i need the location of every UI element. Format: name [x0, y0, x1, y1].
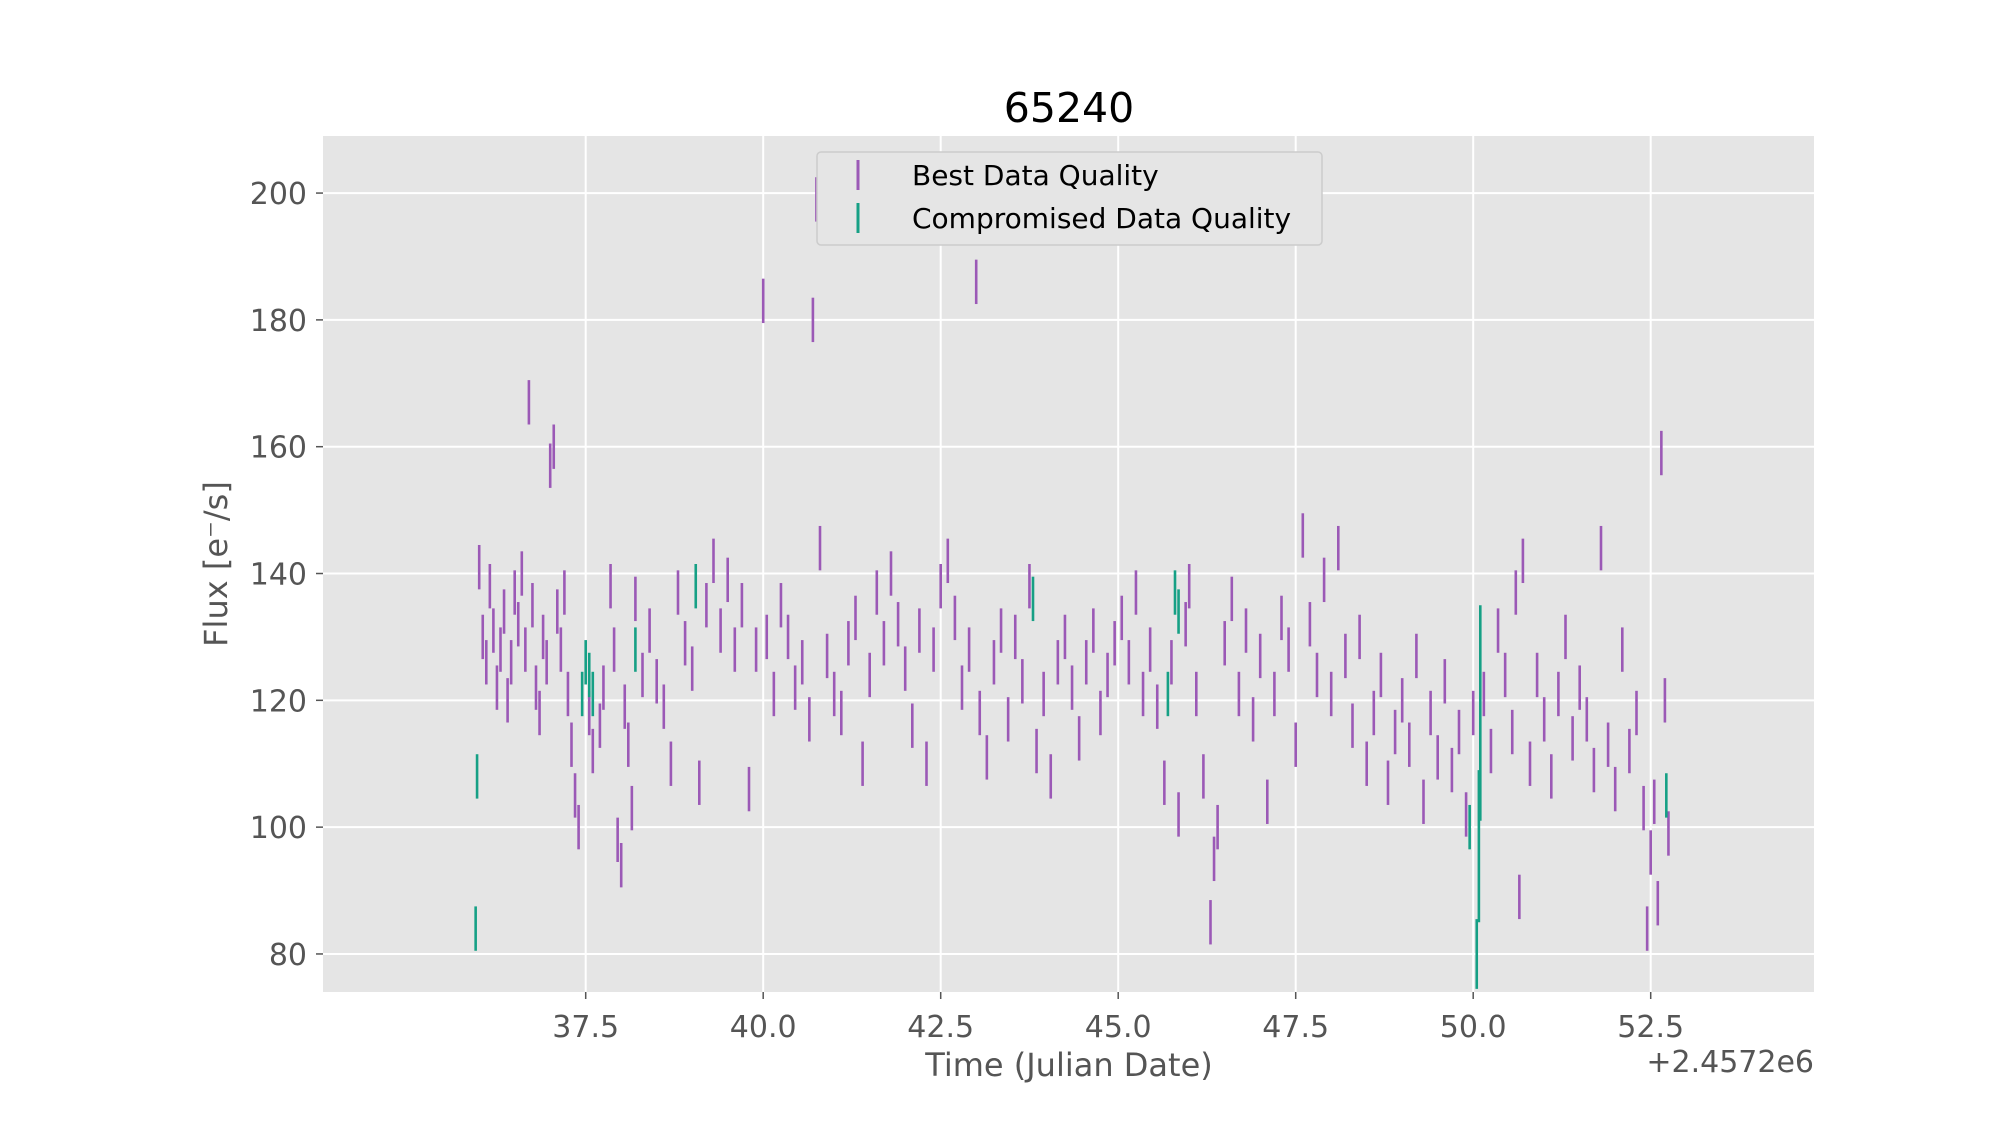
y-tick-label: 180 [250, 304, 307, 339]
x-tick-label: 50.0 [1440, 1010, 1507, 1045]
x-tick-label: 52.5 [1617, 1010, 1684, 1045]
data-series [474, 177, 1670, 989]
legend-label-compromised: Compromised Data Quality [912, 202, 1291, 235]
y-tick-label: 80 [269, 938, 307, 973]
legend: Best Data Quality Compromised Data Quali… [816, 151, 1323, 246]
x-tick-label: 45.0 [1085, 1010, 1152, 1045]
y-tick-label: 100 [250, 811, 307, 846]
x-tick-label: 42.5 [907, 1010, 974, 1045]
legend-box [816, 151, 1323, 246]
x-tick-labels: 37.5 40.0 42.5 45.0 47.5 50.0 52.5 [552, 1010, 1684, 1045]
y-axis-label: Flux [e⁻/s] [197, 481, 235, 647]
chart-title: 65240 [1004, 84, 1134, 132]
x-axis-label: Time (Julian Date) [924, 1046, 1213, 1084]
y-tick-labels: 80 100 120 140 160 180 200 [250, 177, 307, 973]
x-tick-label: 37.5 [552, 1010, 619, 1045]
legend-label-best: Best Data Quality [912, 159, 1159, 192]
series-compromised-data-quality [474, 564, 1668, 989]
y-tick-label: 200 [250, 177, 307, 212]
y-tick-label: 140 [250, 558, 307, 593]
tick-marks [316, 192, 1652, 999]
x-tick-label: 40.0 [730, 1010, 797, 1045]
series-best-data-quality [477, 177, 1670, 951]
y-tick-label: 120 [250, 684, 307, 719]
x-tick-label: 47.5 [1262, 1010, 1329, 1045]
plot-background [323, 136, 1814, 992]
y-tick-label: 160 [250, 431, 307, 466]
x-offset-label: +2.4572e6 [1646, 1045, 1814, 1080]
